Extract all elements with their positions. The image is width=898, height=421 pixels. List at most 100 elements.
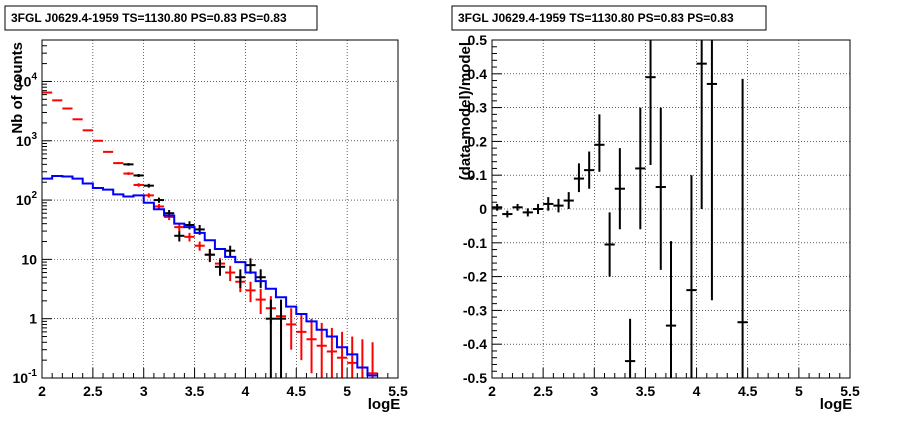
x-tick-label: 4.5 [287,383,307,399]
data-point [655,107,666,270]
data-point [737,78,748,378]
left-x-axis-label: logE [368,396,401,413]
y-tick-label: 0.5 [468,32,488,48]
data-point [133,183,144,187]
data-point [316,322,327,378]
x-tick-label: 2 [38,383,46,399]
data-point [686,175,697,378]
data-point [492,203,503,211]
right-y-axis-label: (data-model)/model [457,42,474,180]
data-point [82,129,93,132]
right-plot: 2 2.5 3 3.5 4 4.5 5 5.5 -0.5 -0.4 -0.3 -0.2 -0.1 0 0.1… [451,5,860,413]
left-series [42,91,378,378]
y-tick-label: 0.1 [468,167,488,183]
data-point [225,245,236,257]
data-point [62,107,73,110]
data-point [306,318,317,374]
x-tick-label: 3.5 [185,383,205,399]
data-point [604,212,615,277]
x-tick-label: 2 [488,383,496,399]
model-step-line [42,174,378,377]
data-point [52,99,63,102]
data-point [72,118,83,121]
data-point [367,342,378,378]
y-tick-label: 0 [479,201,487,217]
data-point [255,288,266,314]
right-title-frame [451,5,767,31]
data-point [214,259,226,276]
left-chart-title: 3FGL J0629.4-1959 TS=1130.80 PS=0.83 PS=… [11,11,287,25]
data-point [235,269,246,288]
data-point [665,241,677,378]
data-point [275,299,287,378]
data-point [706,40,718,301]
data-point [245,281,256,303]
data-point [336,331,348,378]
y-tick-label: 1 [29,311,37,327]
data-point [204,248,215,263]
data-point [543,197,554,211]
x-tick-label: 4.5 [738,383,758,399]
right-ticks: 2 2.5 3 3.5 4 4.5 5 5.5 -0.5 -0.4 -0.3 -0.2 -0.1 0 0.1… [463,32,860,399]
data-point [174,231,185,242]
right-series [492,40,748,378]
data-point [635,107,646,230]
data-point [123,163,134,166]
x-tick-label: 2.5 [83,383,103,399]
y-tick-label: 0.4 [468,66,488,82]
data-point [92,139,104,142]
right-chart-title: 3FGL J0629.4-1959 TS=1130.80 PS=0.83 PS=… [458,11,734,25]
data-point [42,91,53,94]
x-tick-label: 3.5 [636,383,656,399]
data-point [512,203,523,211]
data-point [174,223,185,232]
data-point [696,40,707,209]
y-tick-label: -0.4 [463,336,487,352]
data-point [153,197,165,203]
data-point [573,163,585,193]
data-point [296,313,307,361]
left-title-frame [4,5,318,31]
y-tick-label: 10 [21,251,37,267]
data-point [143,183,154,188]
y-tick-label: -0.1 [463,235,487,251]
x-tick-label: 5 [795,383,803,399]
y-tick-label: -0.3 [463,302,487,318]
y-tick-label: 0.3 [468,100,488,116]
right-x-axis-label: logE [820,396,853,413]
data-point [594,114,605,172]
left-title-box: 3FGL J0629.4-1959 TS=1130.80 PS=0.83 PS=… [4,5,318,31]
data-point [563,192,574,209]
x-tick-label: 5.5 [840,383,860,399]
y-tick-label: 0.2 [468,133,488,149]
left-y-axis-label: Nb of counts [9,42,26,134]
data-point [286,308,297,350]
x-tick-label: 3 [140,383,148,399]
data-point [265,299,276,378]
y-tick-label: -0.2 [463,269,487,285]
data-point [194,241,205,251]
data-point [584,151,595,189]
data-point [553,198,564,213]
x-tick-label: 4 [693,383,701,399]
data-point [184,232,195,242]
right-title-box: 3FGL J0629.4-1959 TS=1130.80 PS=0.83 PS=… [451,5,767,31]
data-point [225,265,236,282]
data-point [245,258,256,274]
x-tick-label: 2.5 [533,383,553,399]
data-point [347,336,358,378]
data-point [522,208,533,217]
x-tick-label: 4 [242,383,250,399]
data-point [103,150,114,153]
data-point [113,162,124,165]
x-tick-label: 5 [343,383,351,399]
data-point [123,172,134,175]
data-point [133,174,144,177]
data-point [645,40,656,166]
data-point [614,148,625,230]
x-tick-label: 5.5 [388,383,408,399]
